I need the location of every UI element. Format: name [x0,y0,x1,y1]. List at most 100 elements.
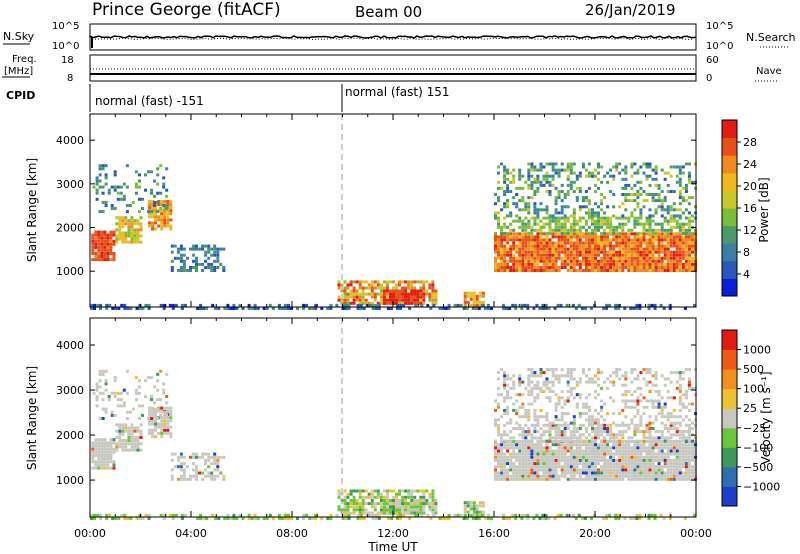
power-cell [572,244,576,248]
velocity-cell [434,502,438,506]
velocity-cell [545,386,549,390]
velocity-cell [630,465,634,469]
velocity-cell [503,374,507,378]
velocity-cell [497,393,500,397]
power-cell [179,253,183,257]
power-cell [533,244,537,248]
velocity-cell [545,368,549,371]
power-cell [352,292,356,296]
velocity-cell [575,436,579,440]
power-cell [542,266,546,269]
velocity-cell [541,517,545,520]
power-cell [609,228,613,232]
velocity-cell [123,517,127,520]
power-cell [618,266,622,269]
velocity-cell [413,499,417,502]
power-cell [100,255,104,258]
velocity-cell [148,406,152,410]
power-cell [657,238,661,242]
power-cell [150,170,154,174]
power-cell [385,298,389,302]
power-cell [575,231,579,235]
power-cell [506,241,510,245]
velocity-cell [536,421,540,425]
velocity-cell [560,423,564,427]
power-cell [100,242,104,246]
power-cell [600,219,604,223]
velocity-cell [500,443,504,447]
velocity-cell [153,410,157,414]
power-cell [398,283,401,287]
velocity-cell [346,505,350,509]
velocity-cell [600,408,604,412]
velocity-cell [518,415,522,419]
power-cell [352,301,356,305]
velocity-cell [119,398,123,402]
velocity-cell [624,405,628,409]
velocity-cell [560,439,564,443]
power-cell [563,253,567,257]
power-cell [666,262,670,266]
velocity-cell [130,442,134,446]
power-cell [569,225,573,229]
velocity-cell [684,439,688,443]
power-cell [503,190,507,193]
power-cell [551,214,555,218]
velocity-cell [575,393,579,397]
velocity-cell [545,465,549,469]
power-cell [591,231,594,235]
velocity-cell [591,427,594,430]
power-cell [210,253,214,257]
velocity-cell [530,393,534,397]
power-cell [551,165,555,169]
power-cell [566,165,570,169]
velocity-cell [494,421,497,425]
power-cell [587,241,591,245]
power-cell [373,286,377,290]
power-cell [594,211,597,215]
power-cell [536,244,540,248]
velocity-cell [545,380,549,384]
power-cell [663,266,667,269]
power-cell [575,250,579,254]
power-cell [97,239,101,243]
power-cell [642,205,646,209]
velocity-cell [663,427,667,430]
velocity-cell [536,430,540,434]
power-cell [572,247,576,251]
power-cell [389,289,392,293]
power-cell [560,208,564,212]
x-tick-label: 04:00 [175,527,207,540]
velocity-cell [606,446,610,450]
velocity-cell [663,471,667,475]
power-cell [591,174,594,178]
velocity-cell [416,511,420,515]
velocity-cell [91,447,95,451]
velocity-cell [527,452,531,456]
power-cell [557,225,561,229]
power-cell [675,238,679,242]
power-cell [609,266,613,269]
colorbar-swatch [722,137,737,156]
velocity-cell [627,449,631,453]
power-cell [615,162,619,166]
power-cell [594,214,597,218]
velocity-cell [173,465,177,469]
velocity-cell [687,452,691,456]
velocity-cell [542,390,546,393]
velocity-cell [355,502,359,506]
power-cell [575,228,579,232]
velocity-cell [687,423,691,427]
power-cell [356,307,360,310]
power-cell [675,253,679,257]
power-cell [130,237,134,241]
power-cell [524,250,528,254]
velocity-cell [109,438,113,442]
velocity-cell [612,436,616,440]
velocity-cell [182,477,186,481]
power-cell [472,300,476,304]
velocity-cell [621,421,625,425]
power-cell [104,182,108,186]
power-cell [469,303,473,307]
velocity-cell [678,462,682,466]
